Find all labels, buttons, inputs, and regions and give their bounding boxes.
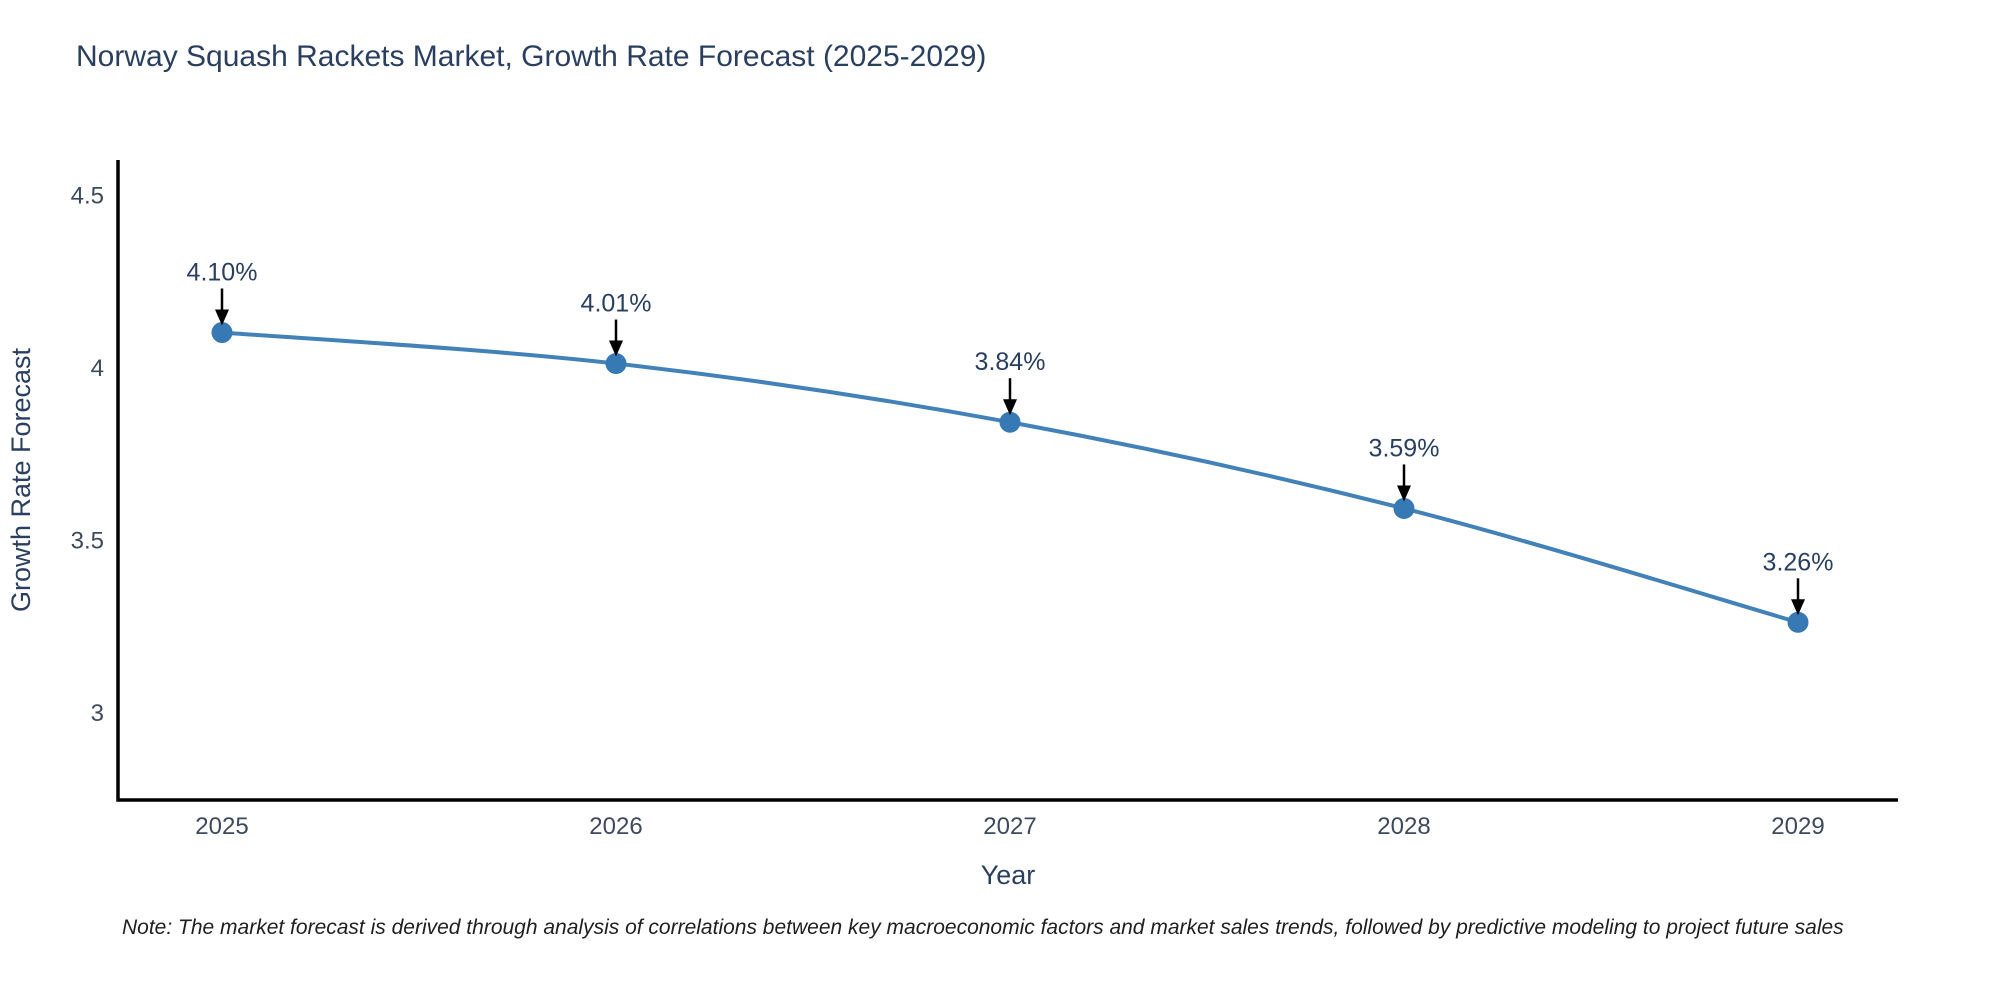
data-point-label: 4.01% <box>581 290 652 318</box>
x-axis-title: Year <box>981 860 1036 890</box>
data-point-marker <box>1393 497 1415 519</box>
axis-lines <box>116 160 1898 802</box>
data-point-marker <box>1787 611 1809 633</box>
y-tick-label: 3 <box>91 700 104 727</box>
annotation-arrow-head <box>1791 599 1805 616</box>
chart-title: Norway Squash Rackets Market, Growth Rat… <box>76 40 987 73</box>
x-tick-label: 2027 <box>983 813 1036 840</box>
data-point-marker <box>999 411 1021 433</box>
y-axis-title: Growth Rate Forecast <box>6 347 36 612</box>
annotation-arrow-head <box>609 340 623 357</box>
y-tick-label: 4 <box>91 355 104 382</box>
x-tick-label: 2026 <box>589 813 642 840</box>
footnote: Note: The market forecast is derived thr… <box>122 916 1844 939</box>
data-point-marker <box>605 353 627 375</box>
data-point-label: 3.59% <box>1369 434 1440 462</box>
y-tick-label: 4.5 <box>71 183 104 210</box>
annotation-arrow-head <box>215 309 229 326</box>
data-point-label: 3.26% <box>1763 548 1834 576</box>
data-point-marker <box>211 322 233 343</box>
y-tick-label: 3.5 <box>71 528 104 555</box>
data-point-label: 3.84% <box>975 348 1046 376</box>
x-tick-label: 2025 <box>195 813 248 840</box>
annotation-arrow-head <box>1397 485 1411 502</box>
data-point-label: 4.10% <box>187 259 258 287</box>
annotation-arrow-head <box>1003 399 1017 416</box>
x-tick-label: 2029 <box>1771 813 1824 840</box>
x-tick-label: 2028 <box>1377 813 1430 840</box>
